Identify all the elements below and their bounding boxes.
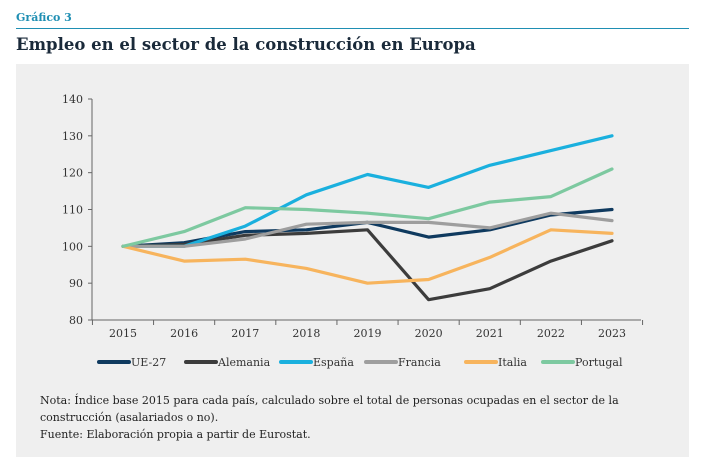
y-tick-label: 110 bbox=[62, 204, 83, 217]
legend-label-italia: Italia bbox=[498, 356, 527, 369]
series-line-alemania bbox=[121, 228, 614, 302]
legend-label-francia: Francia bbox=[398, 356, 441, 369]
legend-label-alemania: Alemania bbox=[217, 356, 271, 369]
series-line-portugal bbox=[121, 167, 614, 248]
line-chart: 80 90 100 110 120 130 140 2015 2016 2017 2018 2019 2… bbox=[62, 93, 644, 369]
y-tick-label: 100 bbox=[62, 240, 83, 253]
legend-label-espana: España bbox=[313, 356, 354, 369]
note-text: Nota: Índice base 2015 para cada país, c… bbox=[40, 394, 619, 424]
x-tick-label: 2019 bbox=[354, 327, 382, 340]
x-tick-label: 2016 bbox=[170, 327, 198, 340]
x-tick-label: 2021 bbox=[476, 327, 504, 340]
series-line-espana bbox=[121, 134, 614, 248]
x-tick-label: 2018 bbox=[292, 327, 320, 340]
header-rule bbox=[16, 28, 689, 29]
legend-label-portugal: Portugal bbox=[575, 356, 623, 369]
x-tick-label: 2015 bbox=[109, 327, 137, 340]
chart-notes: Nota: Índice base 2015 para cada país, c… bbox=[40, 392, 670, 443]
chart-kicker: Gráfico 3 bbox=[16, 11, 72, 24]
chart-title: Empleo en el sector de la construcción e… bbox=[16, 35, 476, 54]
legend-label-ue-27: UE-27 bbox=[131, 356, 166, 369]
series-line-italia bbox=[121, 228, 614, 285]
y-tick-label: 90 bbox=[69, 277, 83, 290]
chart-panel: 80 90 100 110 120 130 140 2015 2016 2017 2018 2019 2… bbox=[16, 64, 689, 457]
y-tick-label: 80 bbox=[69, 314, 83, 327]
series-line-francia bbox=[121, 211, 614, 248]
x-tick-label: 2017 bbox=[231, 327, 259, 340]
x-tick-label: 2023 bbox=[598, 327, 626, 340]
y-tick-label: 130 bbox=[62, 130, 83, 143]
source-text: Fuente: Elaboración propia a partir de E… bbox=[40, 428, 311, 441]
y-tick-label: 140 bbox=[62, 93, 83, 106]
x-tick-label: 2022 bbox=[537, 327, 565, 340]
y-tick-label: 120 bbox=[62, 167, 83, 180]
x-tick-label: 2020 bbox=[415, 327, 443, 340]
